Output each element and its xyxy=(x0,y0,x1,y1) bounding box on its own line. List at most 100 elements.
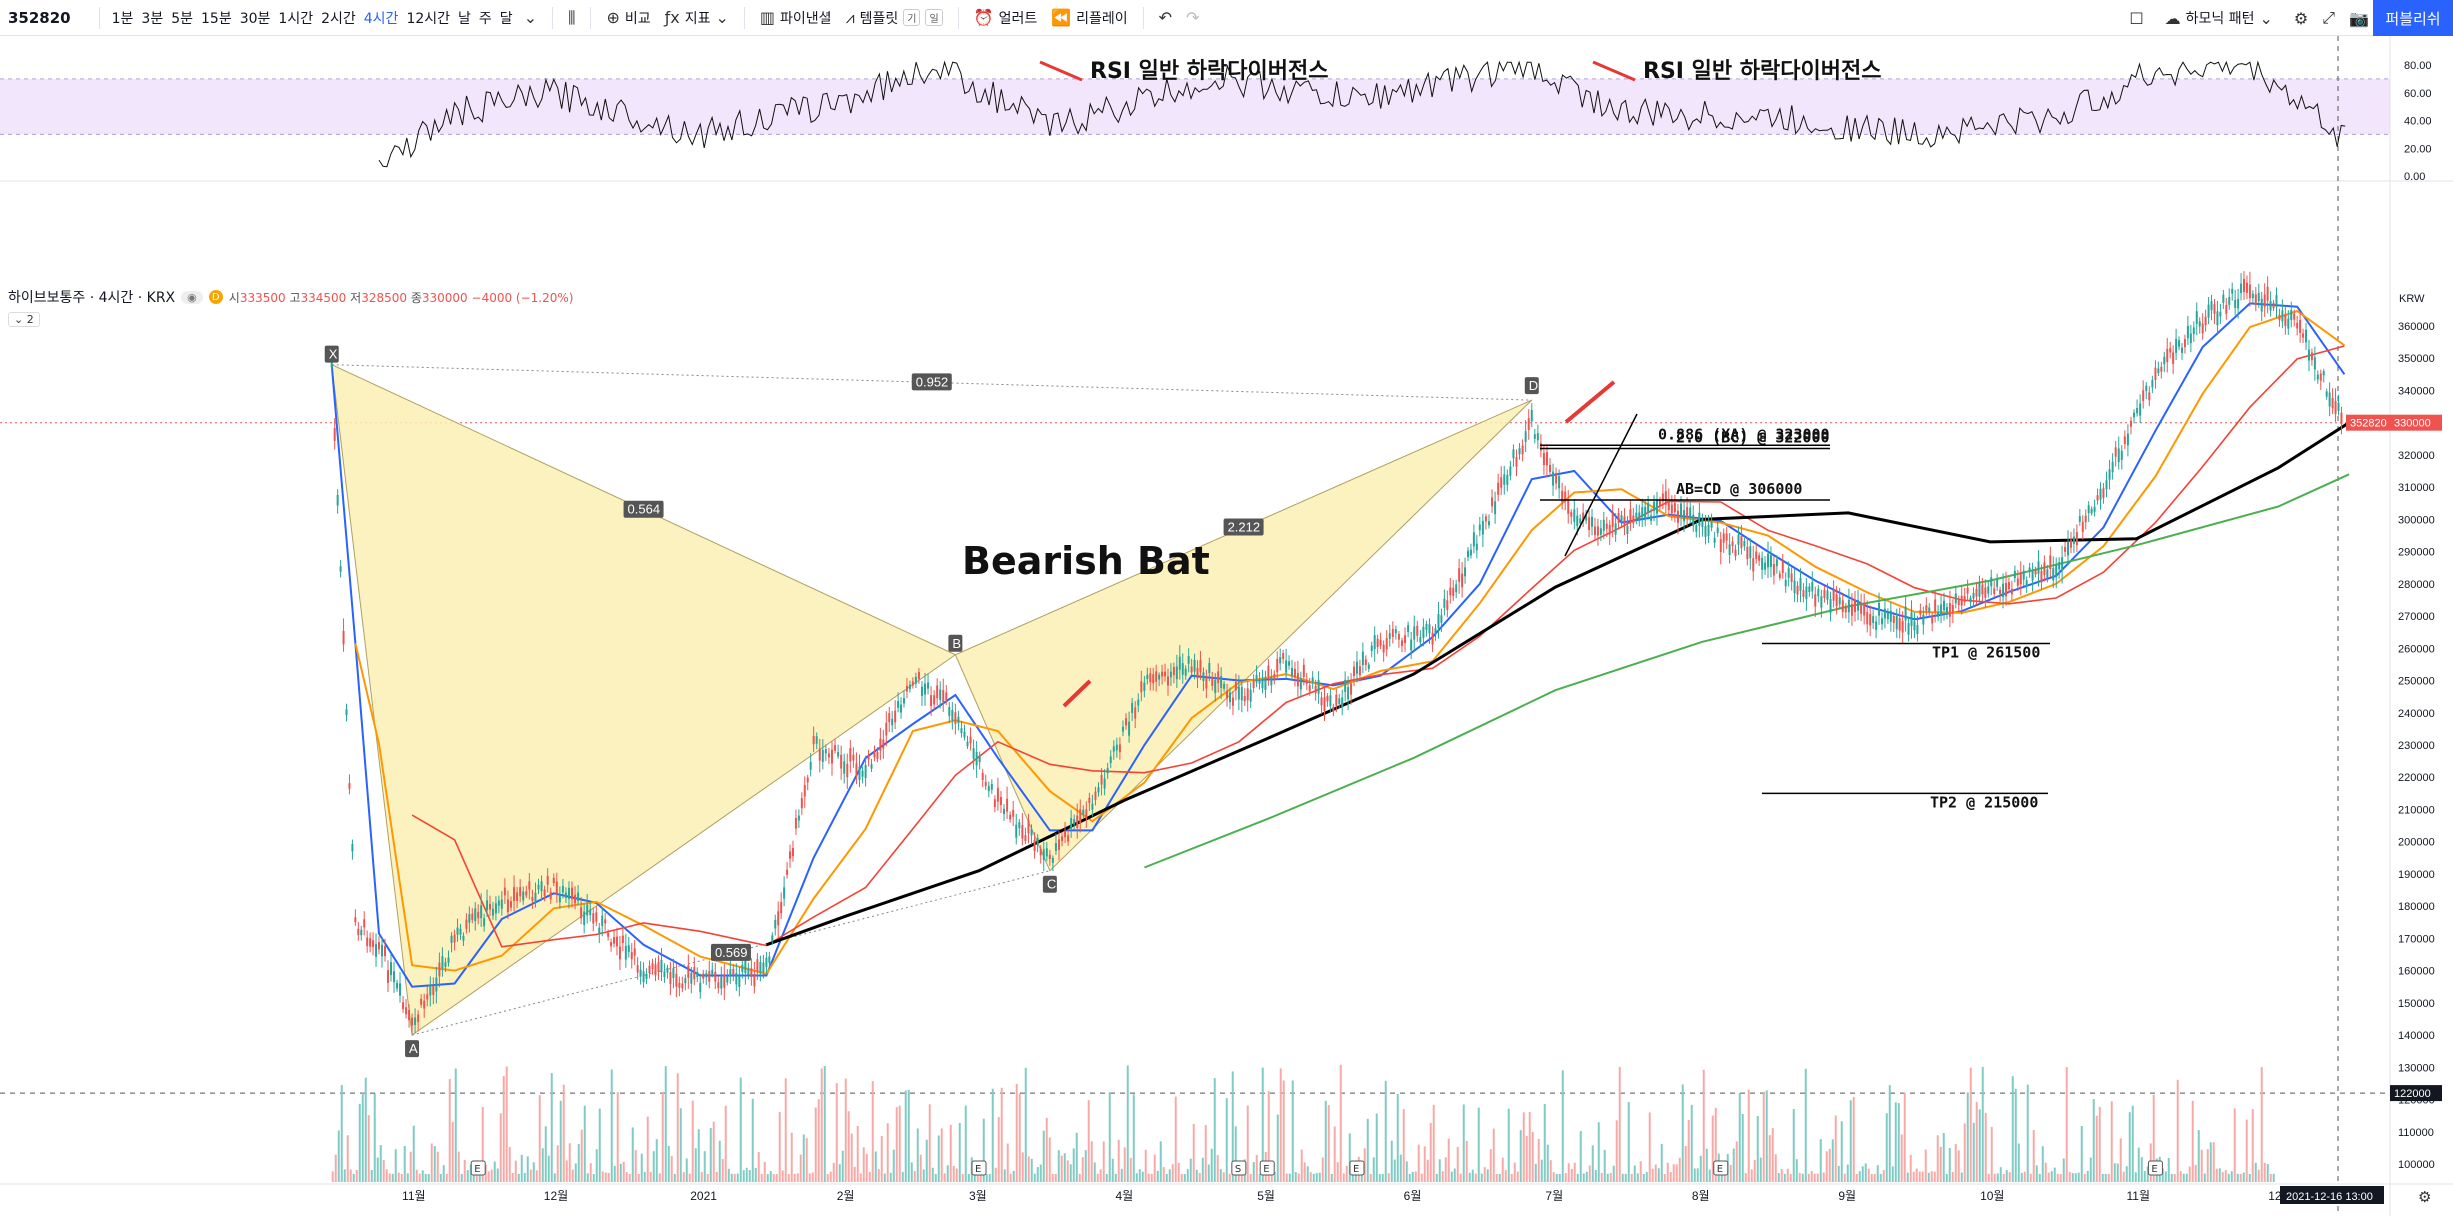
candle xyxy=(768,956,771,963)
candle xyxy=(1234,681,1237,691)
candle xyxy=(1030,828,1033,836)
volume-bar xyxy=(1705,1148,1708,1182)
timeframe-7[interactable]: 4시간 xyxy=(363,10,399,27)
timeframe-10[interactable]: 주 xyxy=(478,10,492,27)
volume-bar xyxy=(1339,1064,1342,1182)
volume-bar xyxy=(1252,1162,1255,1182)
volume-bar xyxy=(1315,1173,1318,1182)
earnings-marker-2[interactable] xyxy=(1231,1160,1247,1176)
volume-bar xyxy=(2068,1172,2071,1182)
chart-type-button[interactable]: ⫼ xyxy=(561,8,582,28)
publish-button[interactable]: 퍼블리쉬 xyxy=(2373,0,2453,36)
earnings-marker-4[interactable] xyxy=(1349,1160,1365,1176)
earnings-marker-6[interactable] xyxy=(2147,1160,2163,1176)
volume-bar xyxy=(616,1092,619,1182)
compare-button[interactable]: ⊕ 비교 xyxy=(599,8,657,28)
price-tick-19: 170000 xyxy=(2398,933,2435,945)
x-label-3: 2월 xyxy=(837,1189,855,1203)
volume-bar xyxy=(1045,1117,1048,1182)
timeframe-2[interactable]: 5분 xyxy=(171,10,194,27)
redo-button[interactable]: ↷ xyxy=(1179,8,1206,27)
timeframe-8[interactable]: 12시간 xyxy=(406,10,451,27)
candle xyxy=(1638,512,1641,521)
volume-bar xyxy=(1114,1173,1117,1182)
price-tick-1: 350000 xyxy=(2398,353,2435,365)
candle xyxy=(1561,490,1564,503)
candle xyxy=(2302,333,2305,338)
candle xyxy=(543,889,546,897)
candle xyxy=(669,972,672,984)
volume-bar xyxy=(601,1171,604,1182)
volume-bar xyxy=(1096,1173,1099,1182)
timeframe-0[interactable]: 1분 xyxy=(111,10,134,27)
timeframe-6[interactable]: 2시간 xyxy=(321,10,356,27)
timeframe-4[interactable]: 30분 xyxy=(239,10,271,27)
layout-icon[interactable]: ☐ xyxy=(2129,8,2144,28)
earnings-marker-0[interactable] xyxy=(470,1160,486,1176)
volume-bar xyxy=(1489,1149,1492,1182)
harmonic-pattern-button[interactable]: ☁ 하모닉 패턴 ⌄ xyxy=(2158,8,2280,28)
volume-bar xyxy=(961,1173,964,1182)
gear-icon[interactable]: ⚙ xyxy=(2293,8,2309,28)
timeframe-9[interactable]: 날 xyxy=(458,10,471,27)
legend-eye-toggle[interactable]: ◉ xyxy=(181,290,203,304)
candle xyxy=(2299,319,2302,333)
timeframe-5[interactable]: 1시간 xyxy=(278,10,314,27)
candle xyxy=(399,983,402,996)
replay-button[interactable]: ⏪ 리플레이 xyxy=(1044,8,1134,28)
volume-bar xyxy=(1930,1171,1933,1182)
volume-bar xyxy=(520,1154,523,1182)
timeframe-dropdown[interactable]: ⌄ xyxy=(517,8,544,27)
candle xyxy=(1279,657,1282,664)
candle xyxy=(1593,526,1596,536)
volume-bar xyxy=(1048,1137,1051,1182)
camera-icon[interactable]: 📷 xyxy=(2349,8,2369,28)
earnings-marker-3[interactable] xyxy=(1259,1160,1275,1176)
candle xyxy=(1237,686,1240,700)
candle xyxy=(1889,610,1892,622)
volume-bar xyxy=(580,1129,583,1182)
candle xyxy=(942,690,945,702)
candle xyxy=(1996,579,1999,587)
volume-bar xyxy=(2221,1172,2224,1182)
volume-bar xyxy=(1639,1161,1642,1182)
financials-button[interactable]: ▥ 파이낸셜 xyxy=(753,8,839,28)
candle xyxy=(969,736,972,744)
indicators-button[interactable]: ƒx 지표 ⌄ xyxy=(658,8,736,28)
earnings-marker-1[interactable] xyxy=(971,1160,987,1176)
fullscreen-icon[interactable]: ⤢ xyxy=(2322,8,2336,27)
candle xyxy=(1512,449,1515,459)
candle xyxy=(1407,625,1410,633)
candle xyxy=(1404,635,1407,644)
earnings-marker-5[interactable] xyxy=(1713,1160,1729,1176)
settings-gear-icon[interactable]: ⚙ xyxy=(2418,1188,2431,1206)
candle xyxy=(1440,615,1443,623)
candle xyxy=(1530,409,1533,422)
candle xyxy=(2337,402,2340,411)
timeframe-11[interactable]: 달 xyxy=(499,10,513,27)
volume-bar xyxy=(1747,1089,1750,1182)
price-axis[interactable]: 360000 350000 340000 330000 320000 310000 3000… xyxy=(2346,36,2442,1216)
candle xyxy=(1710,521,1713,528)
candle xyxy=(483,918,486,927)
candle xyxy=(1305,679,1308,684)
volume-bar xyxy=(1456,1146,1459,1182)
undo-button[interactable]: ↶ xyxy=(1152,8,1179,27)
volume-bar xyxy=(1966,1092,1969,1182)
time-axis[interactable]: 11월12월20212월3월4월5월6월7월8월9월10월11월12월2021-… xyxy=(0,1183,2453,1206)
candle xyxy=(1787,568,1790,578)
timeframe-1[interactable]: 3분 xyxy=(141,10,164,27)
candle xyxy=(794,818,797,829)
high-label: 고 xyxy=(289,290,301,305)
volume-bar xyxy=(577,1144,580,1182)
volume-bar xyxy=(421,1170,424,1182)
candle xyxy=(1972,592,1975,599)
volume-bar xyxy=(1597,1122,1600,1182)
timeframe-3[interactable]: 15분 xyxy=(201,10,232,27)
symbol-search[interactable]: 352820 xyxy=(8,8,71,27)
alert-button[interactable]: ⏰ 얼러트 xyxy=(967,8,1045,28)
candle xyxy=(834,745,837,751)
collapse-indicators-button[interactable]: ⌄ 2 xyxy=(8,312,40,327)
templates-button[interactable]: ⩘ 템플릿 기 일 xyxy=(839,8,950,28)
